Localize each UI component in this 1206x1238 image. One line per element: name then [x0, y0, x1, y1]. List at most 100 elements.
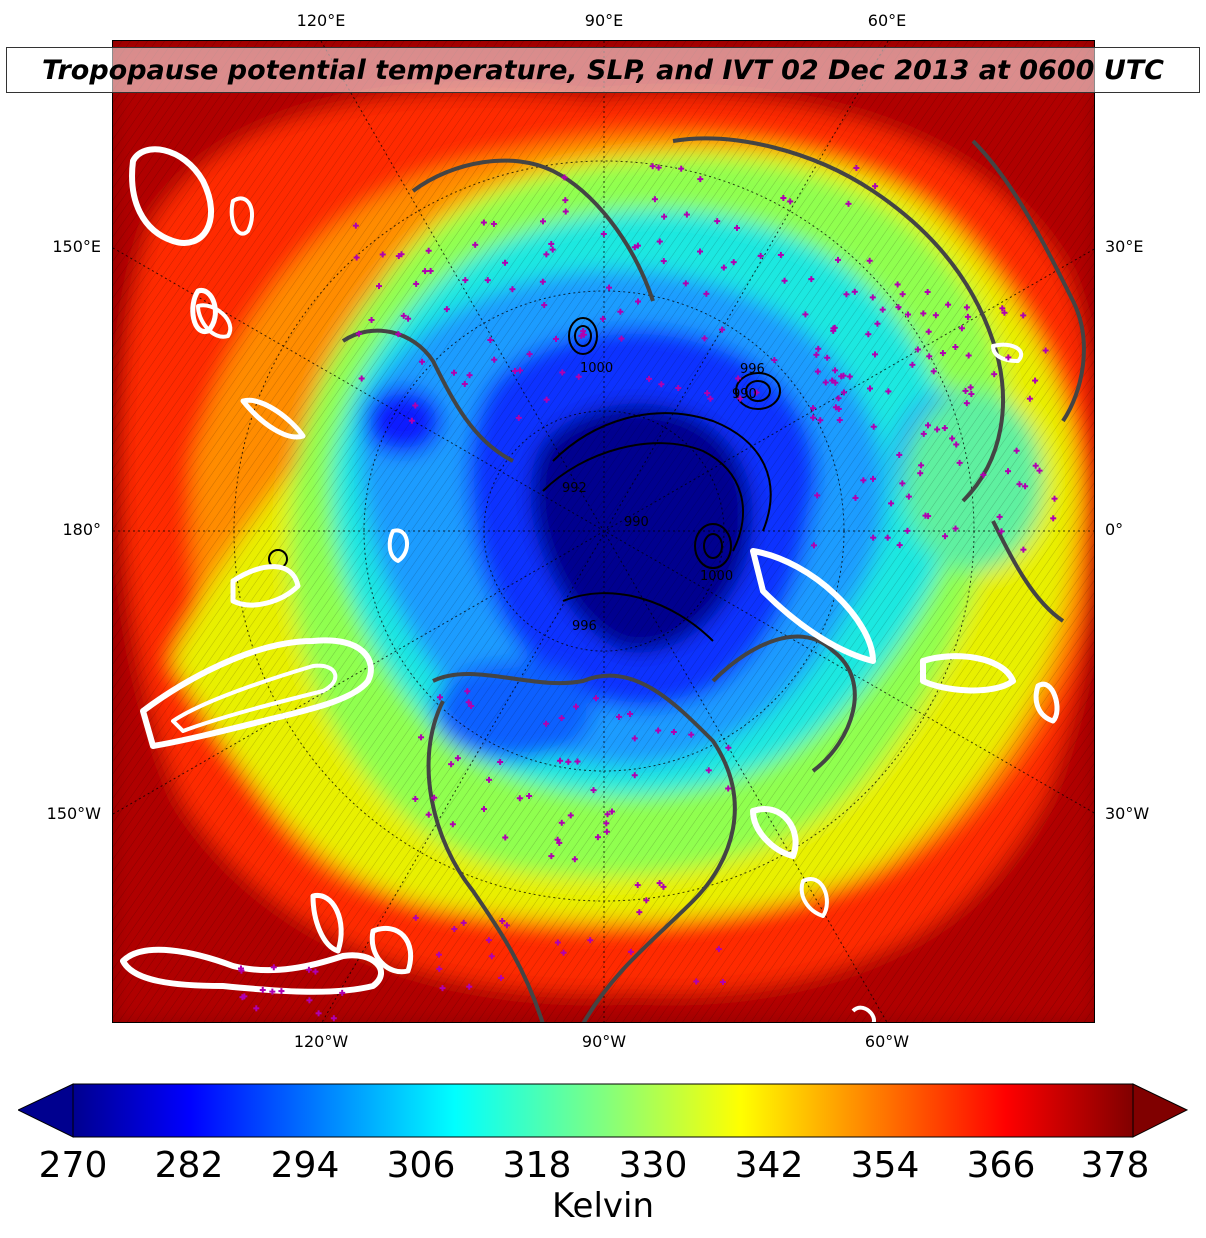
station-marker: [651, 196, 658, 203]
station-marker: [884, 534, 891, 541]
station-marker: [802, 311, 809, 318]
station-marker: [780, 194, 787, 201]
station-marker: [832, 379, 839, 386]
station-marker: [462, 277, 469, 284]
colorbar-tick: 282: [154, 1145, 224, 1186]
station-marker: [580, 328, 587, 335]
map-title: Tropopause potential temperature, SLP, a…: [42, 54, 1164, 86]
station-marker: [574, 758, 581, 765]
station-marker: [485, 937, 492, 944]
graticule: [113, 41, 1094, 1022]
station-marker: [465, 699, 472, 706]
station-marker: [1020, 546, 1027, 553]
station-marker: [909, 361, 916, 368]
station-marker: [1001, 309, 1008, 316]
station-marker: [565, 758, 572, 765]
station-marker: [427, 267, 434, 274]
station-marker: [517, 367, 524, 374]
ivt-contours: [120, 146, 1060, 1022]
station-marker: [646, 375, 653, 382]
station-marker: [451, 369, 458, 376]
station-marker: [1032, 377, 1039, 384]
station-marker: [853, 164, 860, 171]
station-marker: [874, 320, 881, 327]
station-marker: [503, 922, 510, 929]
lon-label-left-3: 150°W: [46, 804, 101, 823]
station-marker: [587, 937, 594, 944]
colorbar-tick: 378: [1080, 1145, 1150, 1186]
station-marker: [1016, 481, 1023, 488]
station-marker: [965, 352, 972, 359]
station-marker: [852, 494, 859, 501]
station-marker: [239, 994, 246, 1001]
station-marker: [962, 387, 969, 394]
station-marker: [560, 949, 567, 956]
station-marker: [460, 919, 467, 926]
station-marker: [491, 356, 498, 363]
station-marker: [626, 710, 633, 717]
station-marker: [832, 367, 839, 374]
station-marker: [312, 968, 319, 975]
station-marker: [870, 423, 877, 430]
station-marker: [720, 264, 727, 271]
lon-label-top-3: 60°E: [867, 11, 907, 30]
station-markers: [237, 163, 1058, 1022]
station-marker: [604, 811, 611, 818]
station-marker: [480, 219, 487, 226]
station-marker: [707, 395, 714, 402]
lon-label-right-1: 30°E: [1105, 237, 1144, 256]
station-marker: [846, 373, 853, 380]
station-marker: [656, 238, 663, 245]
station-marker: [461, 380, 468, 387]
station-marker: [330, 1015, 337, 1022]
station-marker: [683, 211, 690, 218]
station-marker: [660, 883, 667, 890]
station-marker: [603, 828, 610, 835]
station-marker: [840, 389, 847, 396]
station-marker: [481, 806, 488, 813]
station-marker: [918, 462, 925, 469]
station-marker: [627, 948, 634, 955]
station-marker: [511, 368, 518, 375]
station-marker: [631, 244, 638, 251]
station-marker: [548, 240, 555, 247]
colorbar-tick: 342: [734, 1145, 804, 1186]
station-marker: [451, 925, 458, 932]
station-marker: [425, 247, 432, 254]
colorbar-extend-min: [18, 1083, 74, 1138]
station-marker: [603, 820, 610, 827]
station-marker: [834, 256, 841, 263]
station-marker: [822, 379, 829, 386]
colorbar-tick: 270: [38, 1145, 108, 1186]
station-marker: [549, 246, 556, 253]
ivt-region-southwest: [120, 946, 384, 995]
station-marker: [466, 372, 473, 379]
station-marker: [753, 389, 760, 396]
station-marker: [472, 241, 479, 248]
station-marker: [543, 396, 550, 403]
station-marker: [941, 425, 948, 432]
station-marker: [688, 731, 695, 738]
lon-label-top-1: 120°E: [296, 11, 346, 30]
station-marker: [896, 451, 903, 458]
station-marker: [488, 953, 495, 960]
station-marker: [872, 183, 879, 190]
station-marker: [693, 978, 700, 985]
station-marker: [925, 513, 932, 520]
station-marker: [917, 470, 924, 477]
station-marker: [556, 839, 563, 846]
station-marker: [562, 208, 569, 215]
station-marker: [817, 417, 824, 424]
station-marker: [705, 767, 712, 774]
ivt-region-atlantic: [750, 548, 876, 664]
station-marker: [454, 755, 461, 762]
station-marker: [905, 311, 912, 318]
station-marker: [735, 375, 742, 382]
station-marker: [996, 513, 1003, 520]
station-marker: [808, 276, 815, 283]
station-marker: [899, 480, 906, 487]
station-marker: [656, 880, 663, 887]
station-marker: [958, 325, 965, 332]
station-marker: [813, 351, 820, 358]
station-marker: [697, 176, 704, 183]
